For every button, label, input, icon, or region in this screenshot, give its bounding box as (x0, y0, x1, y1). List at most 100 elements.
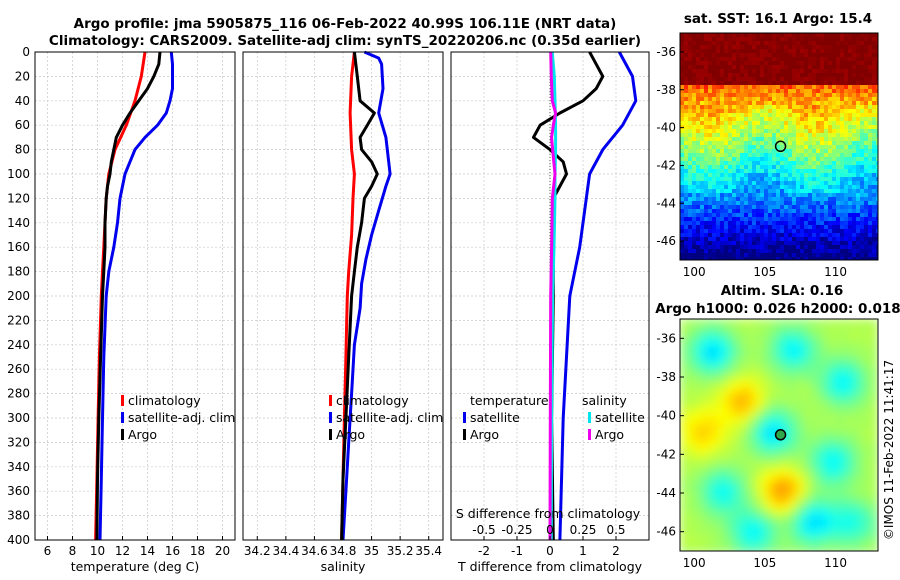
sst-cell (716, 109, 721, 114)
sst-cell (812, 141, 817, 146)
sla-cell (752, 337, 759, 344)
figure-title-line-2: Climatology: CARS2009. Satellite-adj cli… (49, 33, 641, 49)
sst-cell (820, 241, 825, 246)
sst-cell (732, 237, 737, 242)
sst-cell (764, 153, 769, 158)
sla-cell (824, 529, 831, 536)
sst-cell (804, 101, 809, 106)
sst-cell (772, 109, 777, 114)
sst-cell (816, 257, 821, 260)
sst-cell (868, 169, 873, 174)
sst-cell (856, 145, 861, 150)
sst-map-panel: sat. SST: 16.1 Argo: 15.4 100 105 110-36-3… (656, 11, 879, 279)
sst-cell (772, 85, 777, 90)
sst-cell (840, 169, 845, 174)
sst-cell (764, 257, 769, 260)
sst-cell (876, 189, 878, 194)
sst-cell (856, 141, 861, 146)
sst-cell (764, 237, 769, 242)
sla-cell (824, 343, 831, 350)
sst-cell (856, 109, 861, 114)
sst-cell (852, 77, 857, 82)
sla-cell (704, 337, 711, 344)
sst-cell (812, 145, 817, 150)
sst-cell (872, 129, 877, 134)
sst-cell (720, 37, 725, 42)
sst-cell (752, 113, 757, 118)
sst-cell (800, 161, 805, 166)
sla-cell (788, 475, 795, 482)
sst-cell (820, 49, 825, 54)
sst-cell (772, 89, 777, 94)
sst-cell (812, 53, 817, 58)
sst-cell (804, 129, 809, 134)
sla-cell (728, 511, 735, 518)
lon-tick-label: 100 (683, 265, 706, 279)
sla-cell (860, 541, 867, 548)
sst-cell (804, 229, 809, 234)
sst-cell (756, 133, 761, 138)
sla-cell (764, 343, 771, 350)
sst-cell (748, 241, 753, 246)
sst-cell (808, 177, 813, 182)
sla-cell (830, 451, 837, 458)
sst-cell (828, 61, 833, 66)
sst-cell (824, 121, 829, 126)
sst-cell (796, 113, 801, 118)
sla-cell (866, 535, 873, 542)
sst-cell (736, 213, 741, 218)
sst-cell (700, 225, 705, 230)
sst-cell (804, 73, 809, 78)
sst-cell (720, 185, 725, 190)
sst-cell (736, 121, 741, 126)
sst-cell (684, 57, 689, 62)
sst-cell (796, 101, 801, 106)
sst-cell (776, 249, 781, 254)
sla-cell (836, 493, 843, 500)
sst-cell (684, 77, 689, 82)
sst-cell (684, 33, 689, 38)
lon-tick-label: 110 (824, 265, 847, 279)
sst-cell (732, 249, 737, 254)
sst-cell (868, 145, 873, 150)
sla-cell (710, 523, 717, 530)
sst-cell (764, 49, 769, 54)
sla-cell (812, 343, 819, 350)
sla-cell (704, 511, 711, 518)
sla-cell (728, 385, 735, 392)
sst-cell (808, 201, 813, 206)
sst-cell (768, 149, 773, 154)
sla-cell (830, 433, 837, 440)
sst-cell (832, 73, 837, 78)
sst-cell (720, 129, 725, 134)
sla-cell (734, 475, 741, 482)
sst-cell (780, 57, 785, 62)
sst-cell (732, 65, 737, 70)
sla-cell (734, 319, 741, 326)
sla-cell (830, 541, 837, 548)
sst-cell (808, 241, 813, 246)
sla-cell (692, 355, 699, 362)
sst-cell (820, 185, 825, 190)
sla-cell (764, 499, 771, 506)
sst-cell (688, 89, 693, 94)
sst-cell (860, 165, 865, 170)
sst-cell (844, 253, 849, 258)
sla-cell (824, 367, 831, 374)
sst-cell (856, 169, 861, 174)
sst-cell (688, 153, 693, 158)
sst-cell (864, 89, 869, 94)
sst-cell (788, 113, 793, 118)
sst-cell (860, 173, 865, 178)
sst-cell (744, 53, 749, 58)
sst-cell (848, 121, 853, 126)
sla-cell (806, 511, 813, 518)
sst-cell (808, 105, 813, 110)
sla-cell (812, 487, 819, 494)
sst-cell (780, 177, 785, 182)
sla-cell (692, 337, 699, 344)
sst-cell (688, 61, 693, 66)
sst-cell (844, 165, 849, 170)
sst-cell (872, 253, 877, 258)
